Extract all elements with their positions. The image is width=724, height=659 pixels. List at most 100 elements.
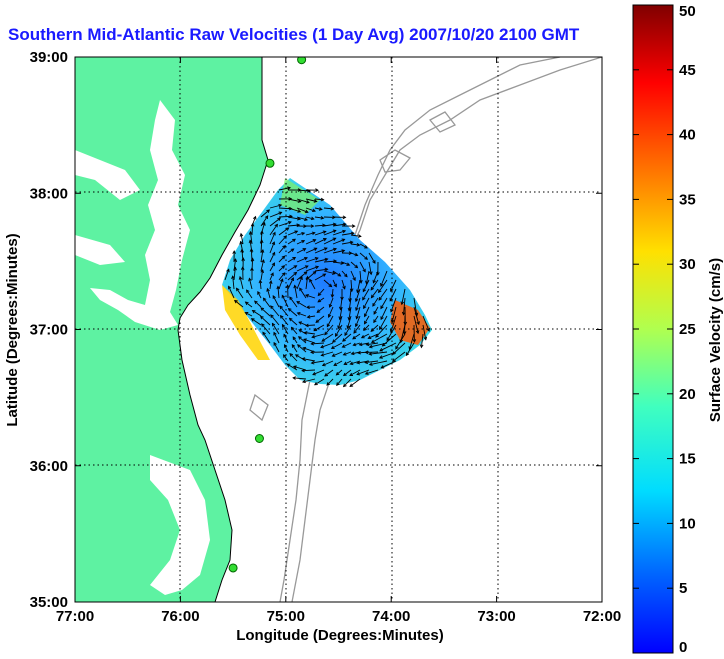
velocity-arrow-head xyxy=(349,372,353,376)
velocity-arrow-head xyxy=(322,273,327,277)
velocity-arrow xyxy=(240,233,244,245)
velocity-arrow-head xyxy=(343,361,348,365)
velocity-arrow-head xyxy=(227,285,232,290)
velocity-arrow xyxy=(307,315,316,318)
velocity-arrow xyxy=(287,198,301,203)
velocity-arrow-head xyxy=(355,307,359,312)
velocity-arrow-head xyxy=(304,265,309,269)
velocity-arrow xyxy=(305,207,316,212)
velocity-arrow xyxy=(287,363,298,371)
velocity-arrow xyxy=(333,360,343,366)
velocity-arrow-head xyxy=(391,358,396,362)
velocity-arrow xyxy=(296,232,305,236)
velocity-arrow-head xyxy=(335,333,339,338)
velocity-arrow xyxy=(269,262,275,272)
velocity-arrow xyxy=(323,248,337,254)
velocity-arrow-head xyxy=(286,363,291,367)
colorbar-ticks: 0 5 10 15 20 25 30 35 40 45 50 xyxy=(633,3,696,656)
velocity-arrow-head xyxy=(306,305,310,310)
velocity-arrow-head xyxy=(279,314,284,319)
velocity-arrow-head xyxy=(304,209,309,214)
velocity-arrow xyxy=(314,247,328,254)
velocity-arrow xyxy=(254,300,262,308)
velocity-arrow xyxy=(422,324,427,340)
velocity-arrow xyxy=(296,216,308,221)
velocity-arrow-head xyxy=(261,323,265,327)
velocity-arrow xyxy=(332,223,346,227)
colorbar-label: Surface Velocity (cm/s) xyxy=(707,258,724,422)
velocity-arrow xyxy=(314,238,327,245)
velocity-arrow xyxy=(269,211,282,218)
velocity-arrow-head xyxy=(289,296,293,301)
velocity-arrow xyxy=(269,241,275,254)
velocity-arrow-head xyxy=(372,260,376,264)
velocity-arrow-head xyxy=(282,245,286,249)
velocity-arrow xyxy=(380,270,388,287)
velocity-arrow-head xyxy=(332,229,337,233)
velocity-arrow xyxy=(326,378,334,386)
velocity-arrow-head xyxy=(373,311,377,315)
velocity-arrow-head xyxy=(342,229,347,234)
velocity-arrow-head xyxy=(301,231,306,236)
velocity-arrow xyxy=(260,316,271,326)
velocity-arrow xyxy=(363,324,370,331)
velocity-arrow xyxy=(329,297,334,308)
colorbar-tick-label: 45 xyxy=(679,62,696,79)
velocity-arrow-head xyxy=(260,315,264,320)
velocity-arrow xyxy=(289,296,298,308)
velocity-arrow xyxy=(324,324,334,335)
velocity-arrow-head xyxy=(313,381,318,386)
velocity-arrow xyxy=(287,207,301,213)
velocity-arrow-head xyxy=(310,350,314,355)
velocity-arrow xyxy=(373,306,379,315)
velocity-arrow-head xyxy=(324,373,328,377)
velocity-arrow-head xyxy=(354,264,359,269)
velocity-arrow-head xyxy=(276,285,280,290)
velocity-arrow xyxy=(369,342,388,348)
velocity-arrow xyxy=(305,266,319,272)
velocity-arrow xyxy=(341,279,346,289)
velocity-arrow-head xyxy=(283,235,288,239)
velocity-arrow xyxy=(413,315,419,334)
velocity-arrow-head xyxy=(238,275,243,280)
velocity-arrow-head xyxy=(380,316,384,321)
velocity-arrow xyxy=(269,224,278,236)
velocity-arrow xyxy=(314,273,326,281)
velocity-arrow-head xyxy=(290,277,294,282)
velocity-arrow-head xyxy=(297,216,302,221)
velocity-arrow-head xyxy=(336,382,340,387)
velocity-arrow xyxy=(296,207,309,213)
velocity-arrow-head xyxy=(415,330,420,335)
velocity-arrow-head xyxy=(379,326,383,331)
velocity-arrow-head xyxy=(337,325,341,330)
velocity-arrow xyxy=(273,342,280,353)
velocity-arrow-head xyxy=(273,331,277,336)
velocity-arrow-head xyxy=(297,209,302,213)
velocity-arrow-head xyxy=(368,344,373,349)
velocity-arrow xyxy=(232,276,235,290)
velocity-arrow-head xyxy=(270,272,274,277)
velocity-arrow-head xyxy=(292,365,297,369)
velocity-arrow-head xyxy=(301,357,306,361)
velocity-arrow xyxy=(278,227,289,236)
velocity-arrow-head xyxy=(258,279,263,284)
velocity-arrow xyxy=(350,270,356,281)
velocity-arrow xyxy=(311,333,325,338)
velocity-arrow xyxy=(332,230,346,236)
velocity-arrow xyxy=(341,241,353,245)
velocity-arrow xyxy=(280,315,289,326)
velocity-arrow-head xyxy=(368,271,373,276)
velocity-arrow xyxy=(224,269,230,281)
velocity-arrow xyxy=(287,224,300,227)
velocity-arrow-head xyxy=(324,331,328,336)
y-tick-label: 38:00 xyxy=(30,185,68,202)
colorbar-tick-label: 35 xyxy=(679,191,696,208)
velocity-arrow-head xyxy=(322,230,327,234)
bay-inlet-1 xyxy=(75,150,140,200)
velocity-arrow xyxy=(278,278,284,290)
velocity-arrow xyxy=(359,270,362,284)
velocity-arrow-head xyxy=(277,217,281,221)
velocity-arrow xyxy=(317,297,325,303)
velocity-arrow-head xyxy=(324,267,329,272)
velocity-arrow xyxy=(251,318,262,326)
